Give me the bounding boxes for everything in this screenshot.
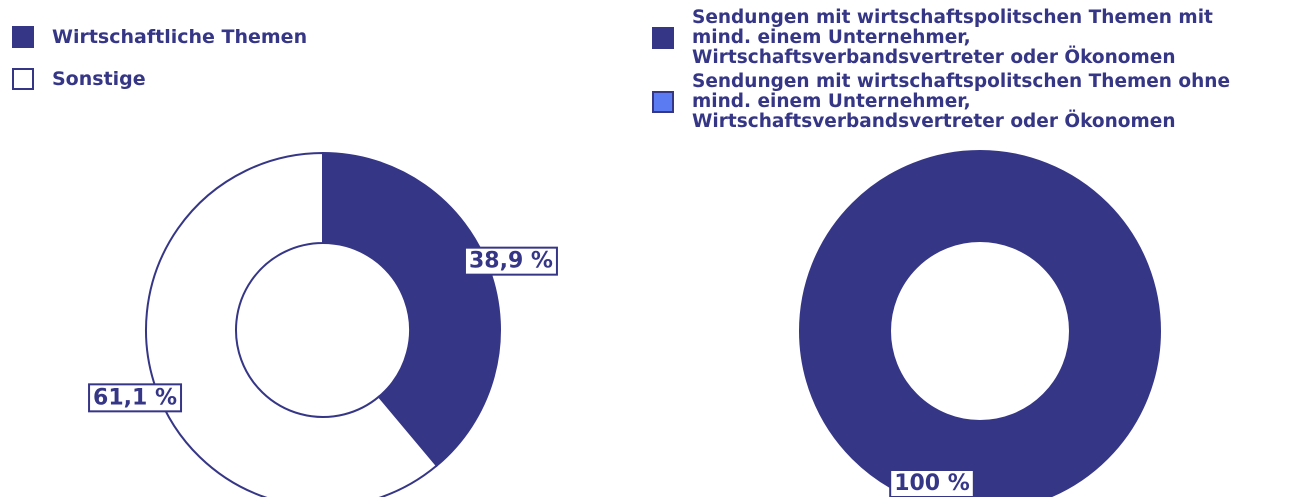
label-box — [88, 383, 183, 413]
legend-swatch — [652, 91, 674, 113]
value-label-text: 38,9 % — [469, 249, 553, 274]
value-label-text: 100 % — [894, 471, 970, 496]
legend-item: Sendungen mit wirtschaftspolitschen Them… — [652, 72, 1252, 132]
legend-label: Sonstige — [52, 68, 146, 90]
value-label-text: 61,1 % — [93, 385, 177, 410]
legend-swatch — [652, 27, 674, 49]
legend-label: Sendungen mit wirtschaftspolitschen Them… — [692, 7, 1213, 68]
legend-label: Wirtschaftliche Themen — [52, 26, 308, 48]
legend-label: Sendungen mit wirtschaftspolitschen Them… — [692, 71, 1231, 132]
donut-slice — [322, 151, 501, 468]
label-box — [463, 246, 558, 276]
legend-item: Sonstige — [12, 68, 412, 90]
legend-item: Sendungen mit wirtschaftspolitschen Them… — [652, 8, 1252, 68]
donut-slice — [145, 151, 439, 497]
value-label: 38,9 % — [463, 246, 558, 276]
label-box — [889, 469, 975, 497]
legend-item: Wirtschaftliche Themen — [12, 26, 412, 48]
value-label: 61,1 % — [88, 383, 183, 413]
legend-swatch — [12, 68, 34, 90]
legend-swatch — [12, 26, 34, 48]
value-label: 100 % — [889, 469, 975, 497]
donut-slice — [799, 149, 1161, 497]
